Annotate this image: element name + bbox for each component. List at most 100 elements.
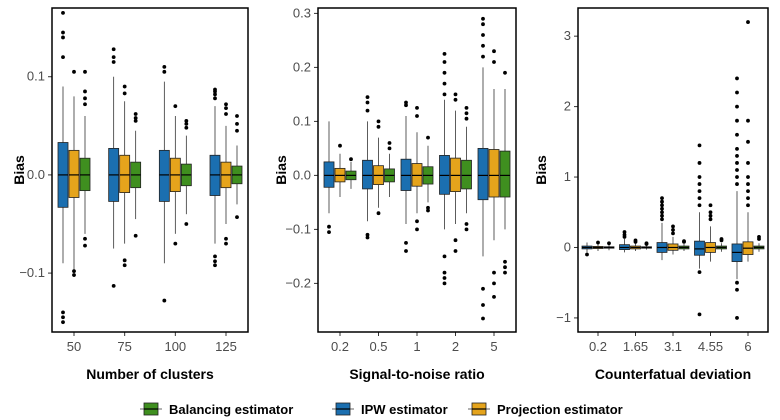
outlier-point <box>404 241 408 245</box>
outlier-point <box>464 111 469 116</box>
outlier-point <box>61 55 65 59</box>
x-tick-label: 1 <box>413 339 420 354</box>
outlier-point <box>735 118 739 123</box>
outlier-point <box>442 276 447 280</box>
outlier-point <box>671 224 675 229</box>
box-body <box>477 147 489 201</box>
outlier-point <box>184 121 189 126</box>
box-projection-125 <box>220 102 232 246</box>
outlier-point <box>387 146 392 151</box>
outlier-point <box>735 161 739 165</box>
box-ipw-1 <box>400 100 412 253</box>
box-balancing-1.65 <box>641 241 652 250</box>
x-tick-label: 1.65 <box>623 339 648 354</box>
box-ipw-0.5 <box>362 95 373 240</box>
outlier-point <box>746 189 750 194</box>
outlier-point <box>735 132 739 137</box>
outlier-point <box>735 287 739 292</box>
outlier-point <box>453 249 458 253</box>
box-balancing-100 <box>180 119 192 226</box>
panel-frame <box>51 7 249 333</box>
x-tick-label: 0.5 <box>369 339 387 354</box>
outlier-point <box>442 254 447 259</box>
box-projection-0.2 <box>334 143 346 197</box>
outlier-point <box>365 235 370 240</box>
outlier-point <box>453 238 458 243</box>
outlier-point <box>415 227 419 232</box>
legend-item-ipw: IPW estimator <box>332 402 448 417</box>
panel-frame <box>577 7 769 333</box>
legend-label: Projection estimator <box>497 402 623 417</box>
outlier-point <box>719 238 724 243</box>
outlier-point <box>415 106 419 110</box>
outlier-point <box>481 316 485 321</box>
outlier-point <box>735 175 739 179</box>
outlier-point <box>376 124 381 129</box>
outlier-point <box>327 224 331 229</box>
outlier-point <box>442 70 447 75</box>
outlier-point <box>442 52 447 56</box>
box-ipw-100 <box>158 65 170 303</box>
outlier-point <box>213 89 217 94</box>
outlier-point <box>235 121 239 126</box>
outlier-point <box>481 16 485 21</box>
outlier-point <box>660 199 664 204</box>
y-tick-label: −0.2 <box>285 275 311 290</box>
outlier-point <box>387 141 392 145</box>
outlier-point <box>111 283 116 288</box>
x-axis-title: Number of clusters <box>86 366 214 382</box>
box-ipw-75 <box>108 47 120 288</box>
outlier-point <box>349 157 353 162</box>
outlier-point <box>404 249 408 253</box>
outlier-point <box>235 215 239 220</box>
outlier-point <box>235 128 239 133</box>
legend: Balancing estimator IPW estimator Projecti… <box>140 402 623 417</box>
outlier-point <box>442 92 447 97</box>
box-projection-50 <box>68 69 80 277</box>
outlier-point <box>213 259 217 264</box>
outlier-point <box>697 312 702 317</box>
outlier-point <box>671 231 675 236</box>
outlier-point <box>660 213 664 218</box>
outlier-point <box>111 60 116 64</box>
outlier-point <box>338 143 342 148</box>
outlier-point <box>492 281 496 286</box>
outlier-point <box>173 104 178 109</box>
box-projection-0.5 <box>373 119 384 216</box>
outlier-point <box>72 273 76 277</box>
outlier-point <box>633 239 638 244</box>
box-body <box>461 159 472 190</box>
outlier-point <box>607 241 611 246</box>
outlier-point <box>61 315 65 320</box>
x-tick-label: 4.55 <box>698 339 723 354</box>
outlier-point <box>481 54 485 59</box>
outlier-point <box>746 196 750 201</box>
outlier-point <box>503 70 507 75</box>
outlier-point <box>61 320 65 325</box>
outlier-point <box>133 119 138 123</box>
outlier-point <box>133 233 138 238</box>
outlier-point <box>365 100 370 105</box>
outlier-point <box>746 118 750 123</box>
outlier-point <box>442 60 447 64</box>
box-body <box>499 150 511 198</box>
outlier-point <box>481 33 485 37</box>
outlier-point <box>404 100 408 105</box>
outlier-point <box>213 263 217 268</box>
outlier-point <box>61 11 65 15</box>
outlier-point <box>184 119 189 123</box>
legend-label: IPW estimator <box>361 402 448 417</box>
x-tick-label: 50 <box>67 339 81 354</box>
outlier-point <box>746 161 750 165</box>
outlier-point <box>464 222 469 226</box>
outlier-point <box>224 236 228 241</box>
outlier-point <box>213 92 217 97</box>
outlier-point <box>735 146 739 151</box>
box-body <box>68 149 80 198</box>
x-axis-title: Signal-to-noise ratio <box>349 366 484 382</box>
x-tick-label: 5 <box>490 339 497 354</box>
outlier-point <box>122 263 127 268</box>
outlier-point <box>622 235 627 239</box>
outlier-point <box>481 286 485 291</box>
